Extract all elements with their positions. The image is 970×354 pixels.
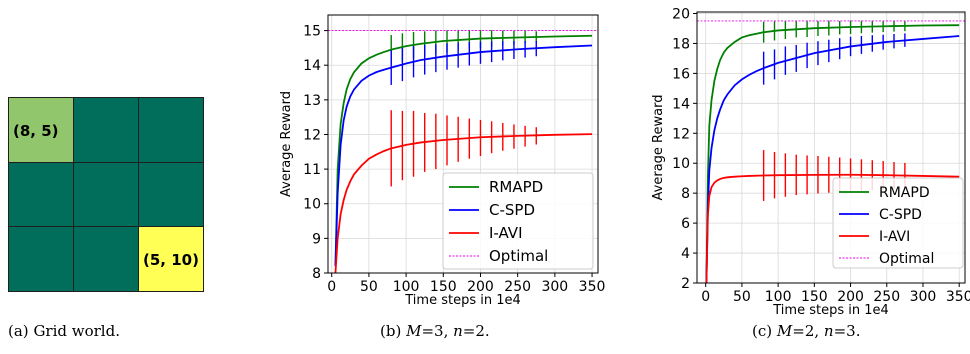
plot-frame (327, 14, 599, 274)
x-tick-label: 300 (541, 279, 568, 295)
x-tick-label: 50 (733, 289, 751, 305)
x-tick-label: 350 (946, 289, 970, 305)
legend-label: I-AVI (879, 229, 910, 245)
x-tick-label: 150 (430, 279, 457, 295)
caption-c-m: M (776, 322, 793, 340)
y-tick-label: 6 (681, 216, 690, 232)
x-tick-label: 300 (910, 289, 937, 305)
legend-label: Optimal (489, 247, 548, 265)
caption-b-m: M (406, 322, 422, 340)
legend-label: I-AVI (489, 224, 523, 242)
x-tick-label: 150 (801, 289, 828, 305)
start-label: (8, 5) (13, 122, 59, 140)
chart-c-reward-curves: 0 50 100 150 200 250 300 350 2 4 6 8 10 12 14 16 18 20 Tim… (651, 6, 970, 318)
caption-a-text: Grid world. (33, 322, 120, 340)
y-tick-label: 20 (672, 6, 690, 22)
grid-cell-start: (8, 5) (8, 97, 74, 163)
grid-cell (73, 97, 139, 163)
legend-box (832, 177, 964, 269)
y-axis-label: Average Reward (279, 91, 294, 197)
series-line-rmapd (705, 24, 960, 283)
x-tick-label: 0 (327, 279, 336, 295)
y-tick-label: 9 (312, 231, 321, 247)
y-tick-label: 18 (672, 36, 690, 52)
plot-frame (696, 11, 966, 284)
legend-label: Optimal (879, 251, 934, 267)
x-tick-label: 200 (837, 289, 864, 305)
legend: RMAPD C-SPD I-AVI Optimal (832, 177, 964, 269)
x-axis-label: Time steps in 1e4 (772, 303, 889, 318)
caption-b-n: n (453, 322, 463, 340)
caption-c: (c) M=2, n=3. (752, 322, 860, 340)
grid-cell (138, 161, 204, 228)
caption-c-tag: (c) (752, 322, 773, 340)
series-line-c-spd (705, 35, 960, 283)
caption-a: (a) Grid world. (8, 322, 120, 340)
chart-b-reward-curves: 0 50 100 150 200 250 300 350 8 9 10 11 12 13 14 15 Time … (279, 14, 606, 308)
caption-b-tag: (b) (380, 322, 402, 340)
legend-label: RMAPD (879, 185, 930, 201)
y-tick-label: 12 (303, 127, 321, 143)
x-tick-label: 0 (701, 289, 710, 305)
x-tick-label: 250 (504, 279, 531, 295)
grid-cell (73, 226, 139, 292)
y-tick-label: 14 (672, 96, 690, 112)
y-tick-label: 15 (303, 24, 321, 40)
y-tick-label: 10 (672, 156, 690, 172)
y-tick-label: 11 (303, 162, 321, 178)
caption-b-n-val: =2. (462, 322, 490, 340)
y-tick-label: 10 (303, 197, 321, 213)
goal-label: (5, 10) (143, 251, 199, 270)
x-tick-label: 350 (579, 279, 606, 295)
caption-b: (b) M=3, n=2. (380, 322, 490, 340)
y-tick-label: 8 (681, 186, 690, 202)
grid-cell (8, 161, 74, 228)
plot-area (328, 29, 598, 273)
y-axis-label: Average Reward (651, 95, 666, 201)
x-tick-label: 50 (360, 279, 378, 295)
x-tick-label: 250 (873, 289, 900, 305)
x-axis-label: Time steps in 1e4 (404, 293, 521, 308)
legend-label: RMAPD (489, 178, 543, 196)
grid-cell (8, 226, 74, 292)
legend: RMAPD C-SPD I-AVI Optimal (442, 172, 594, 270)
y-tick-label: 8 (312, 266, 321, 282)
caption-c-m-val: =2, (792, 322, 824, 340)
y-tick-label: 14 (303, 58, 321, 74)
y-tick-label: 13 (303, 93, 321, 109)
x-tick-label: 100 (393, 279, 420, 295)
caption-c-n-val: =3. (833, 322, 861, 340)
y-tick-label: 4 (681, 246, 690, 262)
y-tick-label: 16 (672, 66, 690, 82)
grid-cell (138, 97, 204, 163)
grid-world: (8, 5) (5, 10) (8, 97, 204, 292)
legend-box (442, 172, 594, 270)
plot-area (697, 20, 965, 283)
y-tick-label: 12 (672, 126, 690, 142)
grid-cell-goal: (5, 10) (138, 226, 204, 292)
caption-c-n: n (823, 322, 834, 340)
x-tick-label: 200 (467, 279, 494, 295)
y-tick-label: 2 (681, 276, 690, 292)
x-tick-label: 100 (765, 289, 792, 305)
grid-cell (73, 161, 139, 228)
caption-b-m-val: =3, (421, 322, 454, 340)
caption-a-tag: (a) (8, 322, 29, 340)
legend-label: C-SPD (489, 201, 535, 219)
legend-label: C-SPD (879, 207, 922, 223)
